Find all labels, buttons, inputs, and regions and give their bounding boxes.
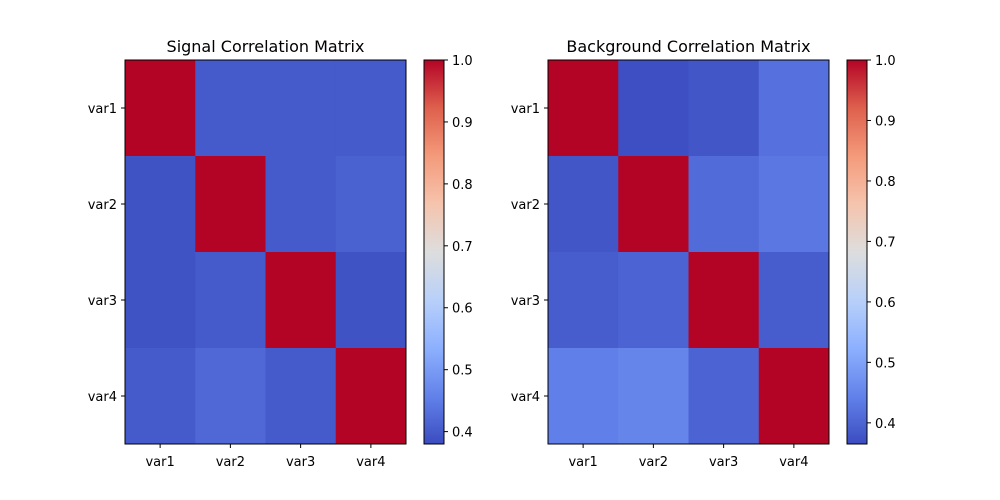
heatmap-cell-1-4 [335, 60, 407, 157]
y-tick-label: var2 [511, 198, 540, 213]
heatmap-panel-background: Background Correlation Matrix var1var2va… [511, 37, 896, 470]
heatmap-cell-3-3 [688, 252, 760, 349]
plot-frame [547, 59, 830, 445]
x-tick-label: var4 [356, 455, 385, 470]
x-tick-label: var4 [779, 455, 808, 470]
y-tick-label: var4 [88, 390, 117, 405]
colorbar-ticks: 0.4 0.5 0.6 0.7 0.8 0.9 1.0 [444, 54, 473, 441]
y-tick-label: var3 [511, 294, 540, 309]
x-tick-label: var1 [568, 455, 597, 470]
colorbar-frame [423, 59, 445, 445]
heatmap-cell-3-3 [265, 252, 337, 349]
y-tick-label: var1 [511, 102, 540, 117]
heatmap-cell-2-2 [195, 156, 266, 253]
heatmap-cell-2-4 [335, 156, 407, 253]
colorbar-tick-label: 0.8 [875, 175, 896, 190]
heatmap-cell-4-4 [335, 348, 407, 445]
colorbar-frame [846, 59, 868, 445]
colorbar-tick-label: 0.4 [875, 417, 896, 432]
heatmap-cell-1-1 [125, 60, 196, 157]
heatmap-cell-3-1 [548, 252, 619, 349]
colorbar-tick-label: 1.0 [875, 54, 896, 69]
colorbar-tick-label: 0.9 [452, 116, 473, 131]
y-axis: var1 var2 var3 var4 [511, 102, 548, 405]
x-tick-label: var3 [286, 455, 315, 470]
y-tick-label: var2 [88, 198, 117, 213]
x-tick-label: var3 [709, 455, 738, 470]
heatmap-cell-4-2 [195, 348, 266, 445]
heatmap-cell-3-2 [195, 252, 266, 349]
colorbar-tick-label: 0.5 [452, 364, 473, 379]
heatmap-cell-2-3 [688, 156, 760, 253]
colorbar-tick-label: 0.9 [875, 114, 896, 129]
y-tick-label: var4 [511, 390, 540, 405]
heatmap-cell-1-2 [618, 60, 689, 157]
heatmap-cell-4-2 [618, 348, 689, 445]
heatmap-cell-2-2 [618, 156, 689, 253]
heatmap-cell-2-4 [758, 156, 830, 253]
plot-frame [124, 59, 407, 445]
heatmap-cell-1-1 [548, 60, 619, 157]
heatmap-cell-1-3 [265, 60, 337, 157]
heatmap-cell-4-4 [758, 348, 830, 445]
chart-title: Background Correlation Matrix [566, 37, 810, 56]
heatmap-cell-2-1 [125, 156, 196, 253]
heatmap-cells [125, 60, 407, 445]
colorbar-tick-label: 0.4 [452, 426, 473, 441]
heatmap-cell-2-3 [265, 156, 337, 253]
chart-title: Signal Correlation Matrix [167, 37, 365, 56]
heatmap-cell-3-2 [618, 252, 689, 349]
heatmap-cell-2-1 [548, 156, 619, 253]
heatmap-cell-4-1 [548, 348, 619, 445]
heatmap-cell-4-3 [688, 348, 760, 445]
colorbar-tick-label: 0.6 [875, 296, 896, 311]
heatmap-cells [548, 60, 830, 445]
heatmap-cell-1-2 [195, 60, 266, 157]
colorbar: 0.4 0.5 0.6 0.7 0.8 0.9 1.0 [423, 54, 473, 445]
heatmap-cell-1-3 [688, 60, 760, 157]
colorbar-tick-label: 0.6 [452, 302, 473, 317]
colorbar: 0.4 0.5 0.6 0.7 0.8 0.9 1.0 [846, 54, 896, 445]
y-tick-label: var1 [88, 102, 117, 117]
x-tick-label: var2 [216, 455, 245, 470]
heatmap-panel-signal: Signal Correlation Matrix var1var2var3va… [88, 37, 473, 470]
y-axis: var1 var2 var3 var4 [88, 102, 125, 405]
x-tick-label: var1 [145, 455, 174, 470]
heatmap-cell-1-4 [758, 60, 830, 157]
x-axis: var1 var2 var3 var4 [568, 444, 809, 470]
heatmap-cell-3-1 [125, 252, 196, 349]
colorbar-tick-label: 1.0 [452, 54, 473, 69]
colorbar-tick-label: 0.7 [875, 235, 896, 250]
colorbar-tick-label: 0.7 [452, 240, 473, 255]
colorbar-gradient [847, 60, 867, 444]
heatmap-cell-4-3 [265, 348, 337, 445]
y-tick-label: var3 [88, 294, 117, 309]
x-tick-label: var2 [639, 455, 668, 470]
colorbar-gradient [424, 60, 444, 444]
heatmap-cell-3-4 [335, 252, 407, 349]
colorbar-tick-label: 0.8 [452, 178, 473, 193]
x-axis: var1 var2 var3 var4 [145, 444, 386, 470]
heatmap-cell-4-1 [125, 348, 196, 445]
colorbar-ticks: 0.4 0.5 0.6 0.7 0.8 0.9 1.0 [867, 54, 896, 432]
colorbar-tick-label: 0.5 [875, 356, 896, 371]
heatmap-cell-3-4 [758, 252, 830, 349]
